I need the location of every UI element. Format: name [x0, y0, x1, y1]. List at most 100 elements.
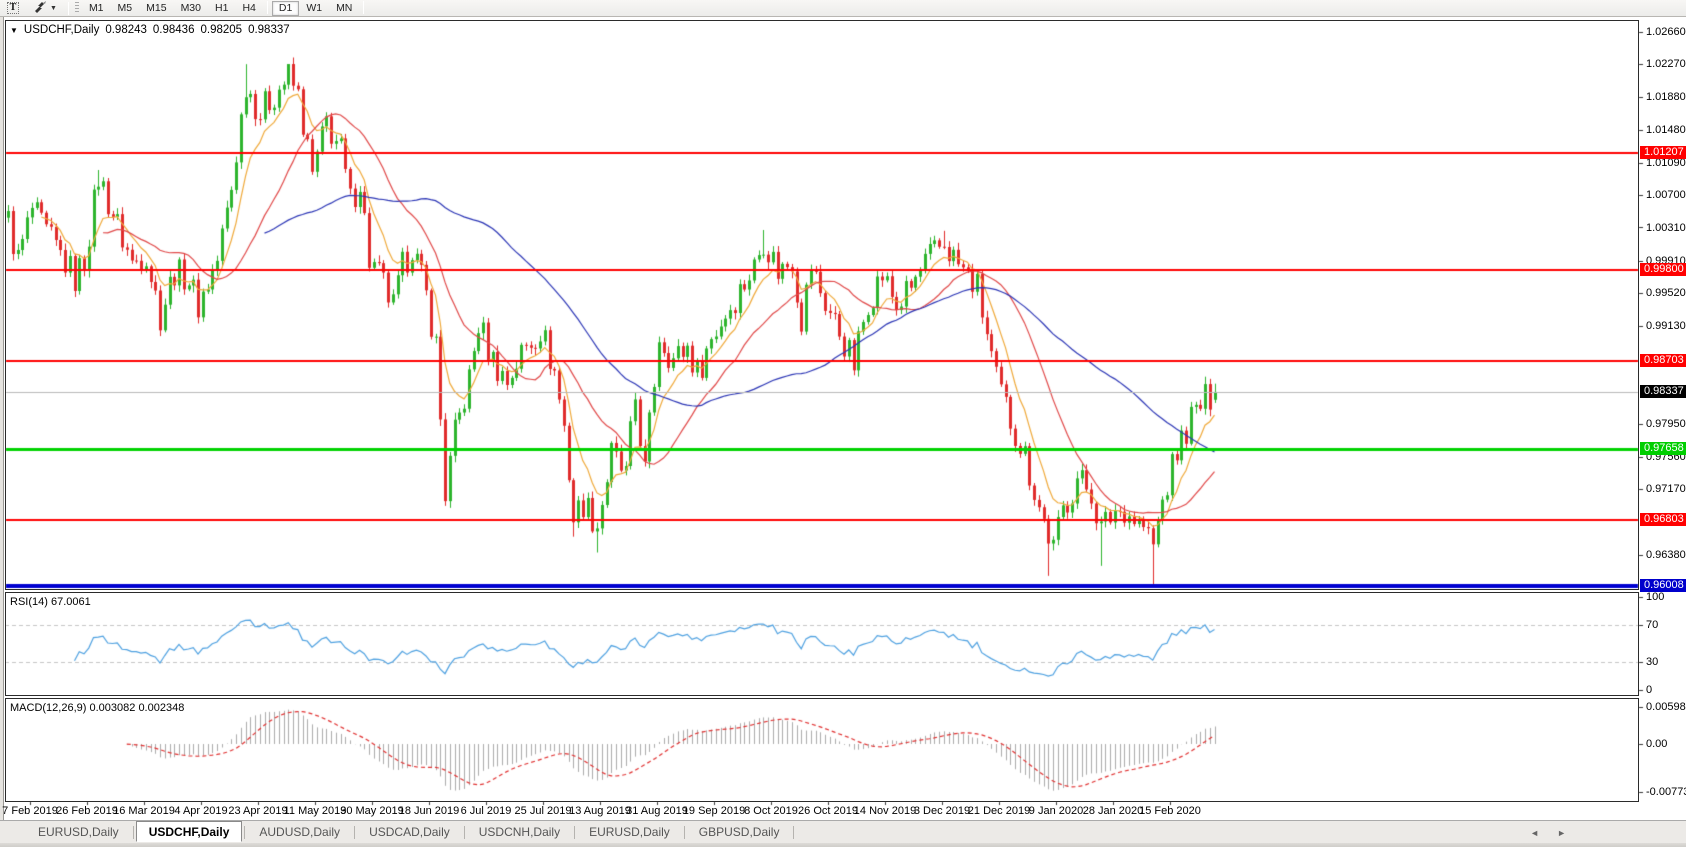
rsi-tick-label: 0: [1646, 684, 1653, 696]
ohlc-open: 0.98243: [105, 24, 147, 36]
date-tick-label: 3 Dec 2019: [913, 805, 971, 817]
price-tick-label: 1.02270: [1646, 58, 1686, 71]
price-tick-label: 0.99130: [1646, 319, 1686, 332]
chart-canvas[interactable]: [0, 17, 1686, 820]
date-tick-label: 28 Jan 2020: [1082, 805, 1144, 817]
date-tick-label: 23 Apr 2019: [228, 805, 288, 817]
rsi-tick-label: 100: [1646, 591, 1665, 603]
symbol-tab-usdcad-3[interactable]: USDCAD,Daily: [369, 825, 450, 839]
price-tick-label: 1.01480: [1646, 124, 1686, 136]
date-tick-label: 26 Oct 2019: [798, 805, 858, 817]
rsi-pane[interactable]: [5, 592, 1639, 696]
chart-title: ▼ USDCHF,Daily 0.98243 0.98436 0.98205 0…: [10, 24, 290, 36]
tab-separator: [463, 826, 465, 839]
price-line-label: 0.99800: [1640, 263, 1686, 276]
price-tick-label: 1.01880: [1646, 90, 1686, 103]
date-tick-label: 26 Feb 2019: [56, 805, 118, 817]
ohlc-high: 0.98436: [152, 24, 195, 36]
price-line-label: 0.97658: [1640, 441, 1686, 455]
chevron-down-icon: ▼: [50, 4, 57, 12]
tabs-container: EURUSD,Daily USDCHF,Daily AUDUSD,Daily USDC…: [26, 821, 796, 843]
rsi-tick-label: 30: [1646, 656, 1659, 669]
price-line-label: 0.96803: [1640, 512, 1686, 526]
date-tick-label: 4 Apr 2019: [174, 805, 228, 817]
price-pane[interactable]: [5, 20, 1639, 590]
timeframe-button-m1[interactable]: M1: [88, 2, 104, 14]
tab-scroll-arrows: ◄ ►: [1530, 828, 1566, 838]
price-tick-label: 1.02660: [1646, 25, 1686, 38]
timeframe-buttons: M1 M5 M15 M30 H1 H4 D1 W1 MN: [82, 0, 368, 16]
tab-separator: [793, 826, 795, 839]
price-tick-label: 1.01090: [1646, 156, 1686, 169]
ohlc-low: 0.98205: [200, 24, 243, 36]
price-tick-label: 1.00700: [1646, 189, 1686, 201]
price-line-label: 0.96008: [1640, 579, 1686, 592]
date-tick-label: 16 Mar 2019: [113, 805, 175, 817]
symbol-tab-bar: EURUSD,Daily USDCHF,Daily AUDUSD,Daily USDC…: [0, 820, 1686, 843]
symbol-tab-usdcnh-4[interactable]: USDCNH,Daily: [478, 825, 561, 839]
symbol-tab-gbpusd-6[interactable]: GBPUSD,Daily: [698, 825, 780, 839]
date-tick-label: 8 Oct 2019: [744, 805, 798, 817]
arrows-icon: [33, 0, 47, 16]
timeframe-button-m5[interactable]: M5: [117, 2, 133, 14]
top-toolbar: T ▼ M1 M5 M15 M30 H1 H4 D1 W1 MN: [0, 0, 1686, 17]
date-tick-label: 15 Feb 2020: [1139, 805, 1201, 817]
chart-menu-arrow-icon[interactable]: ▼: [10, 25, 18, 35]
price-line-label: 0.98703: [1640, 354, 1686, 368]
symbol-tab-usdchf-1[interactable]: USDCHF,Daily: [135, 821, 243, 842]
date-tick-label: 7 Feb 2019: [2, 805, 58, 817]
symbol-tab-eurusd-0[interactable]: EURUSD,Daily: [38, 825, 119, 839]
timeframe-button-h4[interactable]: H4: [242, 2, 256, 14]
toolbar-separator: [363, 0, 365, 14]
macd-tick-label: -0.007737: [1646, 785, 1686, 798]
price-line-label: 0.98337: [1640, 384, 1686, 398]
tab-separator: [244, 826, 246, 839]
tab-scroll-right-icon[interactable]: ►: [1557, 828, 1566, 838]
date-tick-label: 9 Jan 2020: [1028, 805, 1084, 817]
symbol-tab-eurusd-5[interactable]: EURUSD,Daily: [589, 825, 670, 839]
date-tick-label: 21 Dec 2019: [967, 805, 1031, 817]
date-tick-label: 14 Nov 2019: [853, 805, 917, 817]
timeframe-button-w1[interactable]: W1: [306, 2, 323, 14]
macd-tick-label: 0.00: [1646, 738, 1668, 750]
chart-window: ▼ USDCHF,Daily 0.98243 0.98436 0.98205 0…: [0, 17, 1686, 820]
price-line-label: 1.01207: [1640, 145, 1686, 159]
timeframe-button-mn[interactable]: MN: [336, 2, 353, 14]
chart-symbol: USDCHF,Daily: [23, 24, 100, 36]
text-tool-button[interactable]: T: [1, 1, 25, 16]
date-tick-label: 31 Aug 2019: [626, 805, 688, 817]
timeframe-button-d1[interactable]: D1: [271, 0, 300, 16]
window-frame-left: [0, 17, 4, 820]
date-tick-label: 19 Sep 2019: [682, 805, 746, 817]
date-tick-label: 18 Jun 2019: [398, 805, 460, 817]
tab-separator: [132, 826, 134, 839]
tab-separator: [574, 826, 576, 839]
rsi-label: RSI(14) 67.0061: [10, 596, 91, 608]
status-strip: [0, 843, 1686, 847]
timeframe-button-m30[interactable]: M30: [180, 2, 201, 14]
symbol-tab-audusd-2[interactable]: AUDUSD,Daily: [259, 825, 341, 839]
toolbar-grip[interactable]: [74, 2, 79, 14]
date-tick-label: 6 Jul 2019: [460, 805, 512, 817]
rsi-tick-label: 70: [1646, 618, 1659, 631]
macd-label: MACD(12,26,9) 0.003082 0.002348: [10, 702, 185, 714]
timeframe-button-m15[interactable]: M15: [146, 2, 167, 14]
date-tick-label: 13 Aug 2019: [569, 805, 631, 817]
macd-pane[interactable]: [5, 698, 1639, 802]
tab-scroll-left-icon[interactable]: ◄: [1530, 828, 1540, 838]
price-tick-label: 0.99520: [1646, 287, 1686, 300]
date-tick-label: 30 May 2019: [340, 805, 404, 817]
ohlc-close: 0.98337: [248, 24, 290, 36]
macd-tick-label: 0.005986: [1646, 701, 1686, 713]
price-tick-label: 0.97170: [1646, 483, 1686, 496]
arrows-tool-button[interactable]: ▼: [27, 0, 63, 16]
timeframe-button-h1[interactable]: H1: [215, 2, 229, 14]
price-tick-label: 0.97950: [1646, 418, 1686, 431]
date-tick-label: 11 May 2019: [283, 805, 347, 817]
toolbar-separator: [266, 0, 268, 14]
price-tick-label: 1.00310: [1646, 221, 1686, 234]
tab-separator: [683, 826, 685, 839]
toolbar-separator: [67, 1, 69, 15]
date-tick-label: 25 Jul 2019: [514, 805, 572, 817]
price-tick-label: 0.96380: [1646, 549, 1686, 561]
